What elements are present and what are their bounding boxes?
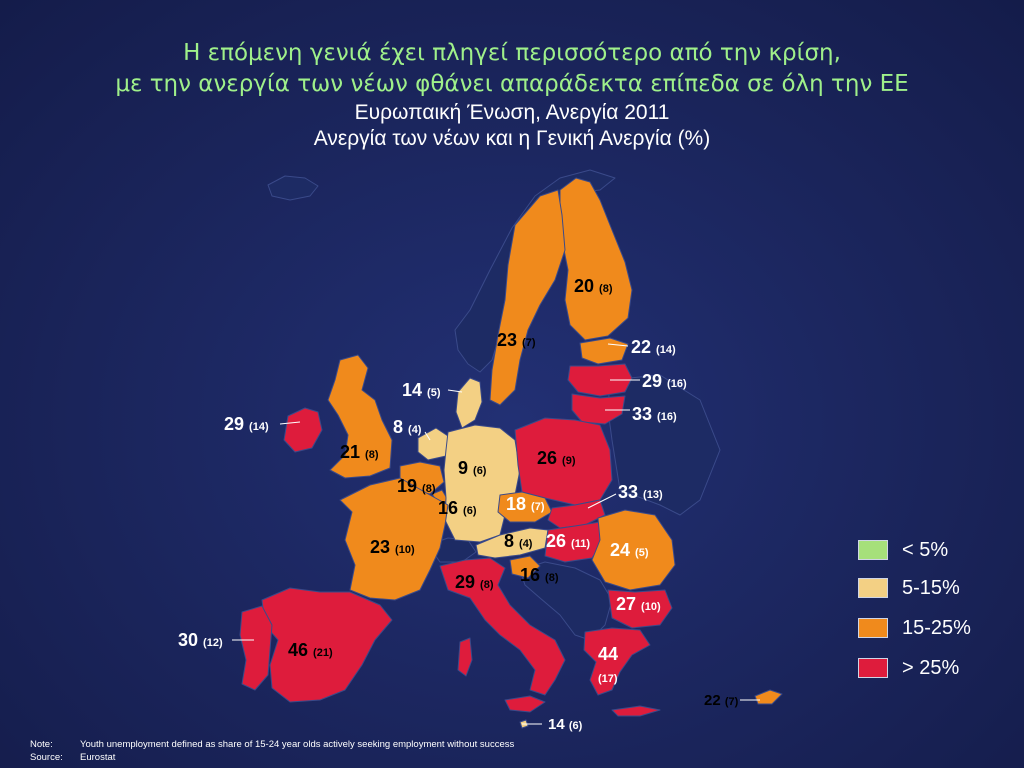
czech-republic-shape xyxy=(497,491,553,523)
legend-label-lt5: < 5% xyxy=(902,539,949,561)
romania-shape xyxy=(591,509,676,591)
slovakia-leader-line xyxy=(587,493,617,509)
subtitle-line-2: Ανεργία των νέων και η Γενική Ανεργία (%… xyxy=(313,127,711,150)
france-shape xyxy=(339,477,449,601)
legend-label-5-15: 5-15% xyxy=(902,577,960,599)
estonia-shape xyxy=(579,337,629,365)
label-italy: 29 (8) xyxy=(455,572,494,592)
label-poland: 26 (9) xyxy=(537,448,576,468)
austria-shape xyxy=(475,527,549,559)
source-line: Source: Eurostat xyxy=(30,751,514,764)
label-portugal: 30 (12) xyxy=(178,630,223,650)
label-estonia: 22 (14) xyxy=(631,337,676,357)
headline-line-2: με την ανεργία των νέων φθάνει απαράδεκτ… xyxy=(115,71,909,97)
legend-item-5-15: 5-15% xyxy=(858,576,1018,600)
estonia-leader-line xyxy=(607,343,629,347)
spain-shape xyxy=(261,587,393,703)
label-latvia: 29 (16) xyxy=(642,371,687,391)
label-slovenia: 16 (8) xyxy=(520,565,559,585)
label-bulgaria: 27 (10) xyxy=(616,594,661,614)
label-romania: 24 (5) xyxy=(610,540,649,560)
label-malta: 14 (6) xyxy=(548,716,583,733)
label-lithuania: 33 (16) xyxy=(632,404,677,424)
title-block: Η επόμενη γενιά έχει πληγεί περισσότερο … xyxy=(0,38,1024,152)
legend-swatch-orange xyxy=(858,618,888,638)
slovenia-shape xyxy=(509,555,541,579)
united-kingdom-shape xyxy=(327,354,393,479)
bulgaria-shape xyxy=(607,589,673,629)
denmark-shape xyxy=(455,377,483,429)
ireland-leader-line xyxy=(279,421,301,425)
label-slovakia: 33 (13) xyxy=(618,482,663,502)
label-hungary: 26 (11) xyxy=(546,531,591,551)
label-greece-general: (17) xyxy=(598,673,618,685)
crete-shape xyxy=(611,705,661,717)
label-greece-youth: 44 xyxy=(598,644,619,664)
label-denmark: 14 (5) xyxy=(402,380,441,400)
label-austria: 8 (4) xyxy=(504,531,533,551)
latvia-shape xyxy=(567,363,633,397)
cyprus-shape xyxy=(754,689,783,705)
greece-shape xyxy=(583,627,651,696)
legend-swatch-red xyxy=(858,658,888,678)
netherlands-leader-line xyxy=(424,431,431,441)
label-belgium: 19 (8) xyxy=(397,476,436,496)
source-text: Eurostat xyxy=(80,752,116,763)
source-key: Source: xyxy=(30,752,63,763)
label-ireland: 29 (14) xyxy=(224,414,269,434)
note-key: Note: xyxy=(30,739,53,750)
legend-item-lt5: < 5% xyxy=(858,538,1018,562)
sweden-shape xyxy=(489,189,566,406)
iceland-shape xyxy=(267,175,319,201)
note-text: Youth unemployment defined as share of 1… xyxy=(80,739,515,750)
finland-shape xyxy=(559,177,633,341)
portugal-shape xyxy=(239,605,273,691)
netherlands-shape xyxy=(417,427,449,461)
sardinia-shape xyxy=(457,637,473,677)
label-spain: 46 (21) xyxy=(288,640,333,660)
poland-shape xyxy=(514,417,613,506)
label-luxembourg: 16 (6) xyxy=(438,498,477,518)
label-france: 23 (10) xyxy=(370,537,415,557)
footnote: Note: Youth unemployment defined as share… xyxy=(30,738,514,764)
label-czech-republic: 18 (7) xyxy=(506,494,545,514)
label-finland: 20 (8) xyxy=(574,276,613,296)
subtitle-line-1: Ευρωπαική Ένωση, Ανεργία 2011 xyxy=(354,101,670,124)
legend-swatch-green xyxy=(858,540,888,560)
label-germany: 9 (6) xyxy=(458,458,487,478)
legend-swatch-light-orange xyxy=(858,578,888,598)
leader-lines xyxy=(232,343,760,725)
legend-label-15-25: 15-25% xyxy=(902,617,971,639)
sicily-shape xyxy=(504,695,546,713)
legend-item-15-25: 15-25% xyxy=(858,616,1018,640)
label-sweden: 23 (7) xyxy=(497,330,536,350)
label-netherlands: 8 (4) xyxy=(393,417,422,437)
lithuania-shape xyxy=(571,393,626,425)
italy-shape xyxy=(439,557,566,696)
label-united-kingdom: 21 (8) xyxy=(340,442,379,462)
label-cyprus: 22 (7) xyxy=(704,692,739,709)
belarus-ukraine-shape xyxy=(607,374,721,516)
headline-line-1: Η επόμενη γενιά έχει πληγεί περισσότερο … xyxy=(183,40,841,66)
germany-shape xyxy=(443,424,521,543)
denmark-leader-line xyxy=(447,389,463,393)
legend-item-gt25: > 25% xyxy=(858,656,1018,680)
ireland-shape xyxy=(283,407,323,453)
note-line: Note: Youth unemployment defined as share… xyxy=(30,738,514,751)
legend-label-gt25: > 25% xyxy=(902,657,960,679)
